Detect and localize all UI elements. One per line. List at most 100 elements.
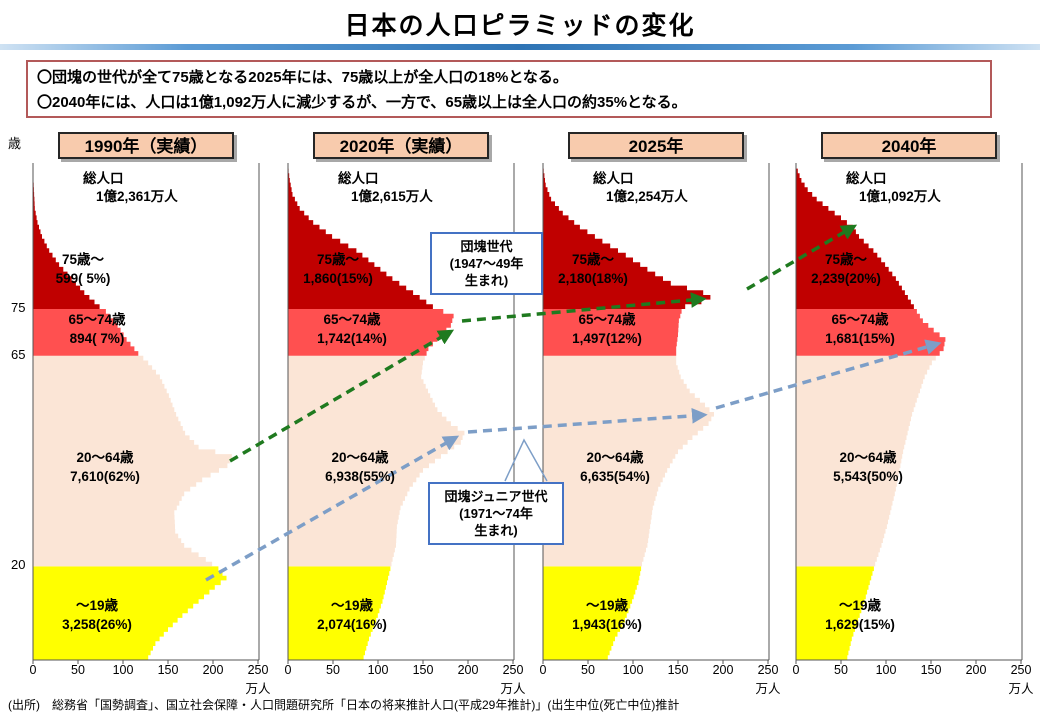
total-population-value: 1億2,361万人 (96, 189, 178, 204)
total-population-label: 総人口 (593, 171, 634, 186)
x-axis-unit: 万人 (1008, 682, 1034, 696)
band-0-19 (33, 566, 227, 660)
age-group-value: 2,239(20%) (811, 271, 881, 286)
age-group-value: 599( 5%) (55, 271, 111, 286)
x-tick-label: 250 (1010, 663, 1032, 677)
age-group-label: 20〜64歳 7,610(62%) (30, 448, 180, 486)
junior-line-1: 団塊ジュニア世代 (444, 489, 548, 504)
age-group-name: 〜19歳 (585, 598, 629, 613)
junior-line-2: (1971〜74年 (459, 506, 533, 521)
junior-arrow (205, 435, 460, 582)
x-tick-label: 150 (412, 663, 434, 677)
band-20-64 (33, 355, 232, 567)
age-group-value: 3,258(26%) (62, 617, 132, 632)
x-tick-label: 250 (247, 663, 269, 677)
source-note: (出所) 総務省「国勢調査」、国立社会保障・人口問題研究所「日本の将来推計人口(… (8, 698, 680, 712)
dankai-junior-callout: 団塊ジュニア世代 (1971〜74年 生まれ) (428, 482, 564, 545)
age-group-name: 65〜74歳 (831, 312, 889, 327)
age-group-value: 2,180(18%) (558, 271, 628, 286)
age-group-value: 1,497(12%) (572, 331, 642, 346)
x-tick-label: 150 (920, 663, 942, 677)
age-group-label: 〜19歳 2,074(16%) (277, 596, 427, 634)
x-tick-label: 50 (326, 663, 340, 677)
page-title: 日本の人口ピラミッドの変化 (344, 12, 696, 40)
dankai-line-2: (1947〜49年 (449, 256, 524, 271)
dankai-arrow (746, 224, 858, 291)
junior-arrow (715, 339, 942, 410)
junior-arrow (467, 407, 708, 434)
total-population-value: 1億2,254万人 (606, 189, 688, 204)
dankai-arrow (229, 329, 455, 463)
age-group-label: 〜19歳 1,943(16%) (532, 596, 682, 634)
x-tick-label: 0 (284, 663, 292, 677)
band-75plus (33, 163, 100, 309)
panel-header: 2020年（実績） (313, 132, 489, 159)
age-group-name: 〜19歳 (75, 598, 119, 613)
x-tick-label: 250 (757, 663, 779, 677)
age-group-label: 65〜74歳 1,681(15%) (785, 310, 935, 348)
x-tick-label: 200 (965, 663, 987, 677)
age-mark-75: 75 (11, 300, 26, 315)
dankai-line-3: 生まれ) (464, 273, 509, 288)
junior-line-3: 生まれ) (474, 523, 518, 538)
x-tick-label: 200 (457, 663, 479, 677)
age-group-name: 75歳〜 (316, 252, 360, 267)
x-axis-unit: 万人 (245, 682, 271, 696)
x-tick-label: 50 (834, 663, 848, 677)
total-population-label: 総人口 (846, 171, 887, 186)
x-tick-label: 150 (667, 663, 689, 677)
age-group-value: 2,074(16%) (317, 617, 387, 632)
band-75plus (288, 163, 433, 309)
x-tick-label: 50 (71, 663, 85, 677)
x-tick-label: 0 (29, 663, 37, 677)
age-group-value: 894( 7%) (69, 331, 125, 346)
total-population: 総人口 1億2,254万人 (593, 170, 688, 206)
age-group-name: 20〜64歳 (586, 450, 644, 465)
band-20-64 (543, 355, 714, 567)
age-group-name: 65〜74歳 (578, 312, 636, 327)
x-axis-unit: 万人 (500, 682, 526, 696)
age-group-label: 75歳〜 599( 5%) (8, 250, 158, 288)
age-group-name: 〜19歳 (330, 598, 374, 613)
x-tick-label: 100 (622, 663, 644, 677)
pyramid-panel-0 (32, 163, 260, 664)
summary-box: 〇団塊の世代が全て75歳となる2025年には、75歳以上が全人口の18%となる。… (26, 60, 992, 118)
total-population-value: 1億2,615万人 (351, 189, 433, 204)
x-tick-label: 100 (112, 663, 134, 677)
age-group-name: 75歳〜 (61, 252, 105, 267)
age-group-name: 65〜74歳 (68, 312, 126, 327)
summary-line-1: 〇団塊の世代が全て75歳となる2025年には、75歳以上が全人口の18%となる。 (37, 69, 568, 86)
total-population: 総人口 1億2,361万人 (83, 170, 178, 206)
x-tick-label: 250 (502, 663, 524, 677)
age-group-label: 75歳〜 1,860(15%) (263, 250, 413, 288)
age-group-name: 65〜74歳 (323, 312, 381, 327)
band-65-74 (288, 309, 454, 356)
age-group-name: 20〜64歳 (76, 450, 134, 465)
x-tick-label: 0 (539, 663, 547, 677)
age-group-label: 〜19歳 1,629(15%) (785, 596, 935, 634)
pyramid-panel-3 (795, 163, 1023, 664)
age-group-value: 6,635(54%) (580, 469, 650, 484)
age-group-label: 65〜74歳 1,497(12%) (532, 310, 682, 348)
age-group-value: 1,860(15%) (303, 271, 373, 286)
panel-header: 2025年 (568, 132, 744, 159)
age-group-value: 1,681(15%) (825, 331, 895, 346)
band-0-19 (543, 566, 642, 660)
panel-header: 2040年 (821, 132, 997, 159)
pyramid-panel-2 (542, 163, 770, 664)
summary-line-2: 〇2040年には、人口は1億1,092万人に減少するが、一方で、65歳以上は全人… (37, 94, 687, 111)
dankai-line-1: 団塊世代 (460, 239, 513, 254)
total-population: 総人口 1億2,615万人 (338, 170, 433, 206)
x-tick-label: 200 (202, 663, 224, 677)
x-tick-label: 50 (581, 663, 595, 677)
x-axis-unit: 万人 (755, 682, 781, 696)
band-0-19 (796, 566, 874, 660)
age-group-value: 1,629(15%) (825, 617, 895, 632)
total-population-label: 総人口 (83, 171, 124, 186)
age-group-name: 75歳〜 (571, 252, 615, 267)
x-tick-label: 0 (792, 663, 800, 677)
age-group-name: 20〜64歳 (839, 450, 897, 465)
panel-header: 1990年（実績） (58, 132, 234, 159)
age-group-label: 〜19歳 3,258(26%) (22, 596, 172, 634)
